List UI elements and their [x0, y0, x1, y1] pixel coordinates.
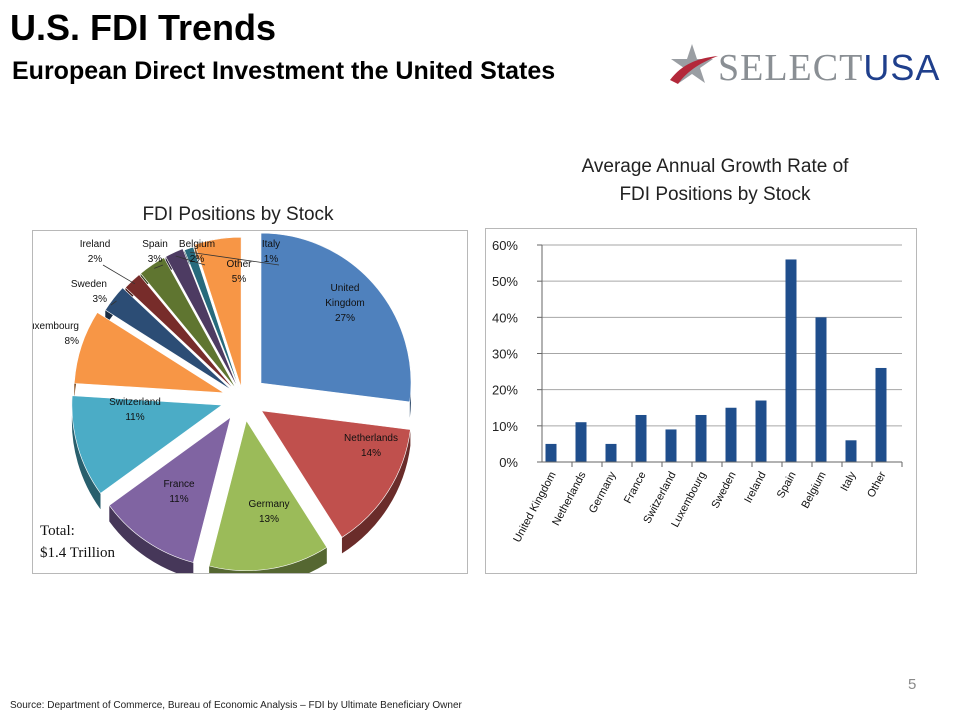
pie-label-belgium-value: 2% — [190, 254, 205, 265]
y-tick-label: 10% — [492, 419, 518, 434]
leader-line-sweden — [110, 300, 117, 306]
selectusa-logo: SELECTUSA — [668, 42, 941, 92]
pie-slice-netherlands — [260, 410, 411, 538]
bar-sweden — [725, 407, 737, 462]
total-label: Total: — [40, 523, 75, 539]
pie-label-luxembourg-name: Luxembourg — [33, 321, 79, 332]
x-tick-label: Sweden — [709, 470, 738, 511]
pie-label-netherlands-value: 14% — [361, 448, 381, 459]
y-tick-label: 0% — [499, 455, 518, 470]
bar-chart: 0%10%20%30%40%50%60%United KingdomNether… — [492, 238, 903, 545]
bar-chart-title-line1: Average Annual Growth Rate of — [581, 156, 849, 177]
bar-belgium — [815, 317, 827, 462]
pie-slice-side-france — [109, 505, 194, 579]
pie-slice-france — [108, 416, 232, 563]
pie-slice-side-switzerland — [71, 395, 101, 510]
pie-slice-side-netherlands — [341, 429, 411, 554]
pie-label-sweden-value: 3% — [93, 294, 108, 305]
bar-ireland — [755, 400, 767, 462]
pie-slice-italy — [184, 246, 240, 390]
y-tick-label: 60% — [492, 238, 518, 253]
pie-label-other-value: 5% — [232, 274, 247, 285]
source-note: Source: Department of Commerce, Bureau o… — [10, 700, 462, 711]
pie-chart-panel: United Kingdom 27% Netherlands 14% Germany 13%… — [23, 230, 468, 587]
pie-slice-spain — [140, 257, 237, 390]
pie-slice-united-kingdom — [260, 232, 412, 403]
pie-chart: United Kingdom 27% Netherlands 14% Germany 13%… — [23, 232, 412, 587]
x-tick-label: France — [622, 470, 649, 506]
pie-label-netherlands-name: Netherlands — [344, 433, 398, 444]
leader-line-belgium — [175, 255, 206, 266]
slide-title: U.S. FDI Trends — [10, 7, 277, 48]
bar-united-kingdom — [545, 443, 557, 462]
logo-text-select: SELECT — [718, 47, 864, 89]
slide-subtitle: European Direct Investment the United St… — [12, 57, 556, 85]
pie-label-switzerland-value: 11% — [125, 412, 144, 423]
pie-label-luxembourg-value: 8% — [65, 336, 80, 347]
y-tick-label: 30% — [492, 347, 518, 362]
bar-france — [635, 414, 647, 462]
pie-slice-ireland — [125, 274, 236, 391]
pie-label-italy-name: Italy — [262, 239, 280, 250]
pie-label-other-name: Other — [226, 259, 252, 270]
bar-germany — [605, 443, 617, 462]
pie-slice-switzerland — [71, 395, 223, 494]
total-value: $1.4 Trillion — [40, 545, 116, 561]
pie-label-switzerland-name: Switzerland — [109, 397, 161, 408]
pie-slice-belgium — [165, 248, 239, 389]
pie-slice-sweden — [104, 287, 233, 391]
pie-label-ireland-name: Ireland — [80, 239, 111, 250]
bar-chart-title-line2: FDI Positions by Stock — [619, 184, 811, 205]
y-tick-label: 50% — [492, 274, 518, 289]
pie-label-germany-name: Germany — [248, 499, 289, 510]
x-tick-label: Italy — [839, 469, 859, 493]
pie-label-spain-name: Spain — [142, 239, 168, 250]
pie-label-germany-value: 13% — [259, 514, 279, 525]
pie-label-france-value: 11% — [169, 494, 188, 505]
bar-other — [875, 367, 887, 462]
x-tick-label: Other — [865, 469, 889, 499]
pie-slice-luxembourg — [73, 312, 225, 394]
x-tick-label: Ireland — [742, 470, 768, 505]
pie-slice-germany — [208, 419, 328, 572]
bar-switzerland — [665, 429, 677, 462]
pie-label-ireland-value: 2% — [88, 254, 103, 265]
bar-netherlands — [575, 422, 587, 462]
pie-slice-other — [194, 236, 242, 388]
pie-label-belgium-name: Belgium — [179, 239, 215, 250]
y-tick-label: 40% — [492, 310, 518, 325]
x-tick-label: Spain — [775, 470, 799, 500]
bar-luxembourg — [695, 414, 707, 462]
leader-line-italy — [190, 251, 280, 266]
pie-label-italy-value: 1% — [264, 254, 279, 265]
pie-label-france-name: France — [163, 479, 195, 490]
pie-label-united-kingdom-name: Kingdom — [325, 298, 364, 309]
pie-label-spain-value: 3% — [148, 254, 163, 265]
y-tick-label: 20% — [492, 383, 518, 398]
bar-spain — [785, 259, 797, 462]
leader-line-ireland — [102, 264, 136, 285]
x-tick-label: United Kingdom — [511, 470, 558, 545]
x-tick-label: Germany — [587, 469, 619, 515]
leader-line-spain — [154, 264, 164, 269]
bar-chart-panel: 0% 10% 20% 30% 40% 50% 60% United Kingdom Nether… — [485, 228, 917, 574]
page-number: 5 — [908, 676, 917, 693]
pie-label-united-kingdom-name: United — [331, 283, 360, 294]
pie-label-sweden-name: Sweden — [71, 279, 107, 290]
logo-text-usa: USA — [863, 47, 941, 88]
total-annotation: Total: $1.4 Trillion — [40, 520, 115, 564]
star-icon — [670, 44, 718, 84]
bar-italy — [845, 440, 857, 462]
x-tick-label: Belgium — [799, 470, 828, 511]
pie-chart-title: FDI Positions by Stock — [142, 204, 334, 225]
pie-label-united-kingdom-value: 27% — [335, 313, 355, 324]
